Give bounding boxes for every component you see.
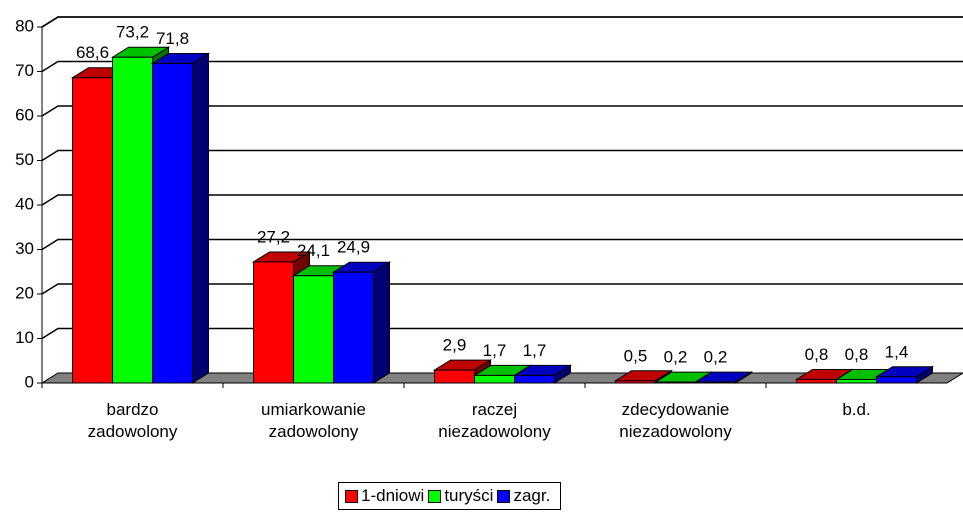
bar bbox=[112, 56, 153, 384]
legend-item: 1-dniowi bbox=[345, 486, 424, 506]
data-label: 0,2 bbox=[704, 348, 728, 367]
wall-border bbox=[41, 16, 963, 28]
data-label: 68,6 bbox=[76, 43, 109, 62]
legend-item: zagr. bbox=[497, 486, 550, 506]
bar bbox=[253, 261, 294, 384]
y-tick-label: 70 bbox=[15, 61, 34, 80]
y-tick-label: 50 bbox=[15, 150, 34, 169]
legend-label: 1-dniowi bbox=[361, 486, 425, 505]
bar bbox=[695, 381, 736, 384]
data-label: 2,9 bbox=[443, 336, 467, 355]
data-label: 0,8 bbox=[805, 345, 829, 364]
data-label: 27,2 bbox=[257, 227, 290, 246]
grid-line bbox=[41, 283, 963, 295]
bar bbox=[655, 381, 696, 384]
y-tick-label: 80 bbox=[15, 16, 34, 35]
grid-line bbox=[41, 149, 963, 162]
bar bbox=[333, 271, 374, 384]
legend-label: zagr. bbox=[513, 486, 551, 505]
bar bbox=[474, 374, 515, 384]
x-tick-label: bardzo zadowolony bbox=[87, 400, 178, 441]
data-label: 1,4 bbox=[885, 342, 909, 361]
bar bbox=[72, 77, 113, 384]
y-tick-label: 40 bbox=[15, 194, 34, 213]
data-label: 1,7 bbox=[523, 341, 547, 360]
y-tick-label: 0 bbox=[25, 372, 34, 391]
y-tick-label: 60 bbox=[15, 105, 34, 124]
legend-item: turyści bbox=[428, 486, 493, 506]
legend-swatch bbox=[345, 489, 358, 503]
data-label: 0,5 bbox=[624, 346, 648, 365]
bar-side bbox=[373, 261, 390, 384]
data-label: 0,2 bbox=[664, 348, 688, 367]
legend: 1-dniowi turyści zagr. bbox=[338, 482, 562, 510]
x-tick-label: b.d. bbox=[842, 400, 871, 419]
data-label: 24,9 bbox=[337, 238, 370, 257]
bar bbox=[434, 369, 475, 384]
bar bbox=[293, 275, 334, 384]
bar bbox=[615, 380, 656, 384]
y-tick-label: 30 bbox=[15, 239, 34, 258]
data-label: 73,2 bbox=[116, 23, 149, 42]
x-tick-label: umiarkowanie zadowolony bbox=[261, 400, 366, 441]
data-label: 0,8 bbox=[845, 345, 869, 364]
legend-swatch bbox=[497, 489, 511, 503]
x-tick-label: raczej niezadowolony bbox=[438, 400, 551, 441]
grid-line bbox=[41, 105, 963, 117]
data-label: 1,7 bbox=[483, 341, 507, 360]
grid-line bbox=[41, 238, 963, 251]
bar bbox=[796, 378, 837, 384]
bar bbox=[836, 378, 877, 384]
bar-side bbox=[192, 52, 209, 384]
data-label: 71,8 bbox=[156, 29, 189, 48]
legend-swatch bbox=[428, 489, 442, 503]
data-label: 24,1 bbox=[297, 241, 330, 260]
bar bbox=[152, 62, 193, 384]
grid-line bbox=[41, 16, 963, 28]
bar bbox=[514, 374, 555, 384]
x-tick-label: zdecydowanie niezadowolony bbox=[619, 400, 732, 441]
y-tick-label: 20 bbox=[15, 283, 34, 302]
grid-line bbox=[41, 60, 963, 73]
grid-line bbox=[41, 327, 963, 340]
bar bbox=[876, 376, 917, 384]
grid-line bbox=[41, 194, 963, 206]
y-tick-label: 10 bbox=[15, 328, 34, 347]
legend-label: turyści bbox=[444, 486, 494, 505]
